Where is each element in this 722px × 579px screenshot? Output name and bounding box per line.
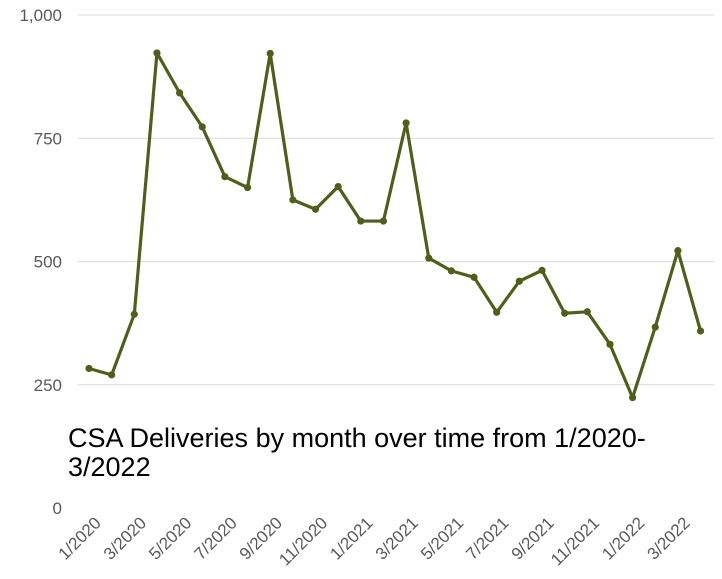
data-point <box>606 340 614 348</box>
data-point <box>357 217 365 225</box>
gridlines <box>78 14 714 386</box>
x-tick-label: 3/2021 <box>372 513 422 563</box>
y-tick-label: 250 <box>34 376 62 395</box>
data-point <box>629 393 637 402</box>
data-point <box>311 205 320 213</box>
data-point <box>379 217 388 225</box>
data-point <box>130 310 138 318</box>
data-point <box>198 123 206 131</box>
y-tick-label: 500 <box>34 253 62 272</box>
y-axis: 0 250 500 750 1,000 <box>19 6 62 518</box>
x-tick-label: 7/2020 <box>191 513 241 563</box>
data-point <box>402 119 410 127</box>
x-tick-label: 11/2021 <box>547 513 603 569</box>
x-tick-label: 11/2020 <box>275 513 331 569</box>
x-axis: 1/20203/20205/20207/20209/202011/20201/2… <box>55 513 694 569</box>
data-point <box>221 173 229 181</box>
data-point <box>266 49 274 58</box>
data-point <box>538 266 546 274</box>
data-point <box>153 49 161 57</box>
series-group <box>85 49 705 402</box>
y-tick-label: 750 <box>34 129 62 148</box>
data-point <box>108 371 116 379</box>
x-tick-label: 3/2022 <box>644 513 694 563</box>
series-line <box>87 51 703 400</box>
x-tick-label: 3/2020 <box>100 513 150 563</box>
data-point <box>561 309 569 317</box>
y-tick-label: 1,000 <box>19 6 62 25</box>
data-point <box>493 308 501 316</box>
data-point <box>334 182 342 191</box>
y-tick-label: 0 <box>53 499 62 518</box>
chart-title: CSA Deliveries by month over time from 1… <box>68 423 646 482</box>
x-tick-label: 5/2021 <box>417 513 467 563</box>
data-point <box>85 364 93 373</box>
x-tick-label: 7/2021 <box>462 513 512 563</box>
x-tick-label: 1/2021 <box>326 513 376 563</box>
data-point <box>447 267 455 275</box>
data-point <box>470 273 478 281</box>
data-point <box>176 89 184 97</box>
x-tick-label: 1/2022 <box>598 513 648 563</box>
data-point <box>425 254 433 262</box>
data-point <box>651 323 659 331</box>
data-point <box>696 327 705 335</box>
data-point <box>583 308 591 316</box>
data-point <box>515 277 523 285</box>
x-tick-label: 1/2020 <box>55 513 105 563</box>
data-point <box>243 183 252 192</box>
x-tick-label: 5/2020 <box>145 513 195 563</box>
data-point <box>289 196 297 204</box>
data-point <box>674 247 682 255</box>
